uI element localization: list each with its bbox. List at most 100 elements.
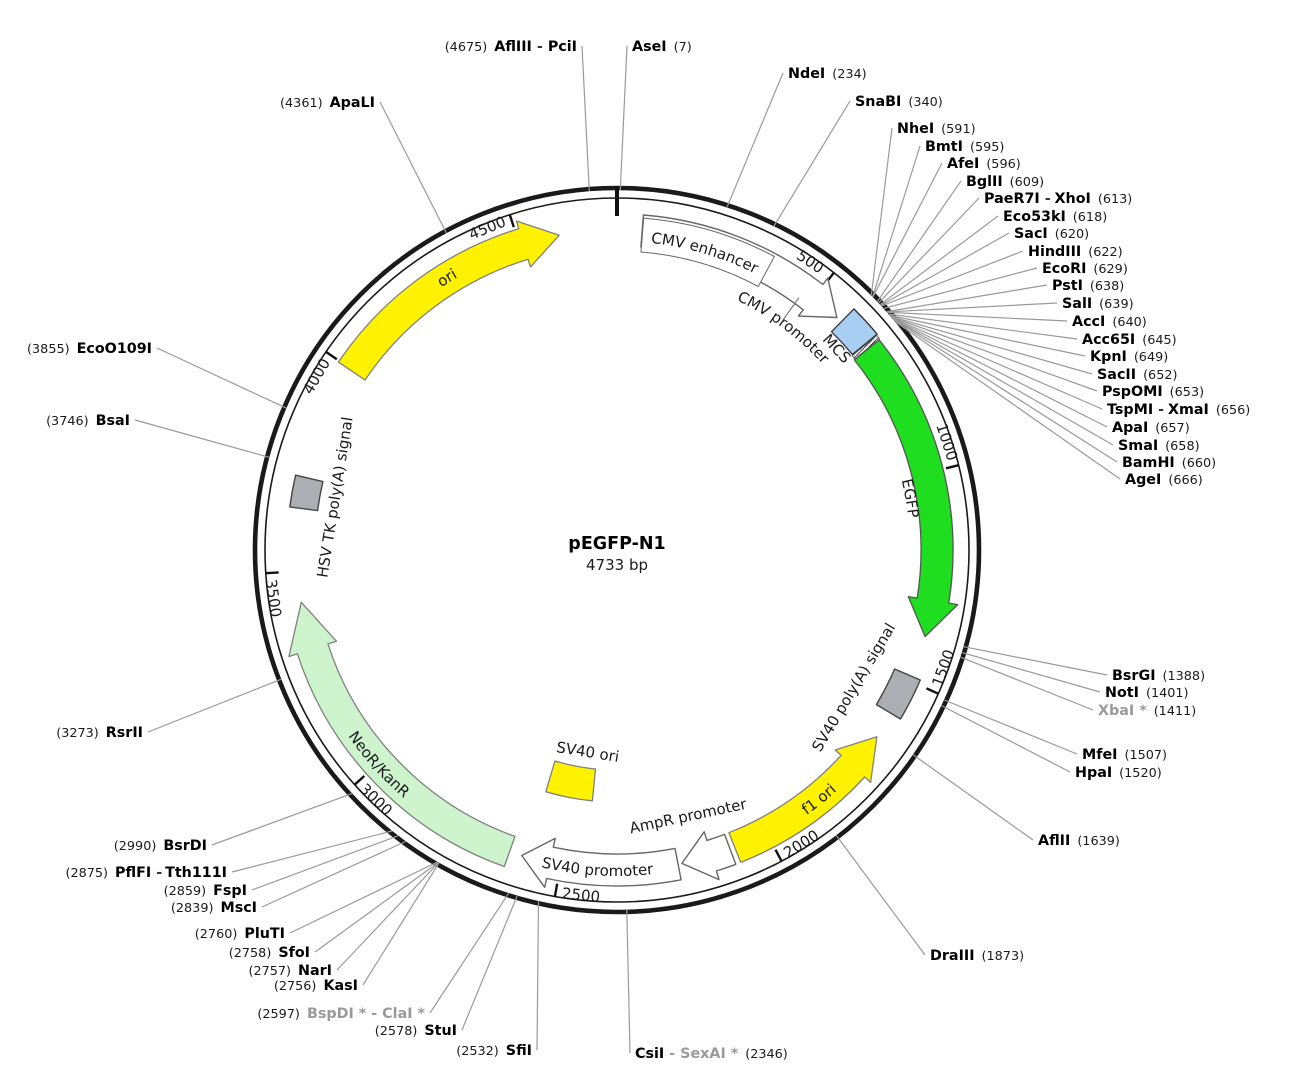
leader-line-bmti — [872, 145, 921, 297]
leader-lines-layer — [134, 45, 1121, 1054]
site-label-apali: (4361) ApaLI — [280, 95, 375, 111]
feature-sv40-polya-signal — [875, 668, 921, 720]
leader-line-pluti — [289, 861, 438, 934]
leader-line-aflii — [912, 754, 1034, 841]
leader-line-eco53ki — [879, 215, 999, 305]
site-label-rsrii: (3273) RsrII — [56, 725, 143, 741]
leader-line-bsrdi — [211, 793, 353, 846]
site-label-acc65i: Acc65I (645) — [1082, 332, 1177, 348]
feature-neor-kanr — [288, 601, 516, 868]
leader-line-paer7i — [878, 197, 980, 304]
tick-mark-3000 — [353, 775, 366, 786]
feature-f1-ori — [728, 736, 878, 864]
leader-line-kpni — [890, 314, 1086, 357]
site-label-sfii: (2532) SfiI — [456, 1043, 532, 1059]
site-label-ndei: NdeI (234) — [788, 66, 867, 82]
leader-line-bsai — [134, 419, 270, 458]
leader-line-hindiii — [881, 250, 1024, 307]
site-label-sfoi: (2758) SfoI — [229, 945, 310, 961]
feature-label-ampr-promoter: AmpR promoter — [628, 795, 749, 838]
leader-line-sacii — [890, 316, 1093, 375]
leader-line-bspdi — [429, 892, 510, 1014]
site-label-kasi: (2756) KasI — [274, 978, 358, 994]
tick-mark-1500 — [926, 687, 939, 695]
leader-line-psti — [886, 284, 1048, 313]
leader-line-apai — [892, 317, 1108, 428]
site-label-noti: NotI (1401) — [1105, 685, 1189, 701]
leader-line-ecori — [883, 267, 1038, 309]
leader-line-tspmi — [892, 317, 1103, 410]
site-label-bsrgi: BsrGI (1388) — [1112, 668, 1205, 684]
site-label-ecoo109i: (3855) EcoO109I — [27, 341, 152, 357]
site-label-pluti: (2760) PluTI — [195, 926, 285, 942]
leader-line-pspomi — [891, 316, 1098, 392]
site-label-msci: (2839) MscI — [171, 900, 257, 916]
leader-line-bamhi — [893, 319, 1118, 463]
site-label-bspdi: (2597) BspDI * - ClaI * — [257, 1006, 425, 1022]
feature-egfp — [853, 339, 959, 638]
plasmid-title: pEGFP-N1 — [568, 534, 665, 554]
site-label-afei: AfeI (596) — [947, 156, 1021, 172]
leader-line-xbai — [960, 656, 1094, 711]
site-label-csii: CsiI - SexAI * (2346) — [635, 1046, 788, 1062]
site-label-hindiii: HindIII (622) — [1028, 244, 1123, 260]
site-label-hpai: HpaI (1520) — [1075, 765, 1162, 781]
site-label-psti: PstI (638) — [1052, 278, 1124, 294]
leader-line-ecoo109i — [156, 347, 287, 409]
tick-label-2500: 2500 — [561, 884, 601, 906]
leader-line-acc65i — [888, 313, 1078, 340]
site-label-fspi: (2859) FspI — [164, 883, 247, 899]
leader-line-snabi — [773, 100, 851, 227]
tick-mark-3500 — [265, 571, 279, 575]
feature-ampr-promoter — [681, 831, 737, 881]
feature-sv40-promoter — [521, 837, 682, 888]
restriction-site-labels-layer: AseI (7) NdeI (234) SnaBI (340) NheI (591) BmtI(… — [27, 39, 1250, 1062]
leader-line-apali — [379, 101, 447, 234]
tick-mark-4500 — [508, 214, 515, 228]
tick-label-3500: 3500 — [262, 578, 285, 618]
site-label-stui: (2578) StuI — [375, 1023, 457, 1039]
site-label-kpni: KpnI (649) — [1090, 349, 1168, 365]
leader-line-noti — [961, 652, 1101, 693]
leader-line-saci — [880, 232, 1010, 306]
feature-hsv-tk-polya-signal — [289, 474, 324, 512]
site-label-bmti: BmtI (595) — [925, 139, 1004, 155]
site-label-xbai: XbaI * (1411) — [1098, 703, 1196, 719]
leader-line-mfei — [944, 699, 1078, 755]
feature-ori — [337, 220, 560, 381]
site-label-bsai: (3746) BsaI — [46, 413, 130, 429]
feature-label-sv40-ori: SV40 ori — [555, 738, 620, 766]
tick-mark-4000 — [325, 350, 338, 361]
leader-line-pflfi — [231, 830, 393, 873]
feature-mcs — [830, 308, 878, 356]
site-label-eco53ki: Eco53kI (618) — [1003, 209, 1107, 225]
leader-line-csii — [626, 909, 631, 1054]
feature-sv40-ori — [545, 760, 597, 802]
feature-label-box-cmv-enhancer — [640, 217, 776, 288]
leader-line-nhei — [870, 127, 893, 296]
site-label-ecori: EcoRI (629) — [1042, 261, 1128, 277]
tick-mark-2000 — [774, 849, 783, 862]
cmv-promoter-pointer — [781, 297, 800, 322]
site-label-tspmi: TspMI - XmaI (656) — [1107, 402, 1250, 418]
site-label-bamhi: BamHI (660) — [1122, 455, 1216, 471]
leader-line-bsrgi — [963, 646, 1108, 676]
site-label-nhei: NheI (591) — [897, 121, 976, 137]
leader-line-bglii — [876, 180, 962, 302]
site-label-sali: SalI (639) — [1062, 296, 1134, 312]
tick-mark-1000 — [945, 464, 959, 470]
site-label-aflii: AflII (1639) — [1038, 833, 1120, 849]
site-label-apai: ApaI (657) — [1112, 420, 1190, 436]
leader-line-rsrii — [147, 678, 282, 733]
site-label-pflfi: (2875) PflFI - Tth111I — [65, 865, 227, 881]
tick-mark-2500 — [553, 883, 559, 897]
site-label-smai: SmaI (658) — [1118, 438, 1200, 454]
site-label-draiii: DraIII (1873) — [930, 948, 1024, 964]
leader-line-draiii — [835, 835, 926, 956]
site-label-saci: SacI (620) — [1014, 226, 1089, 242]
site-label-acci: AccI (640) — [1072, 314, 1147, 330]
site-label-nari: (2757) NarI — [248, 963, 332, 979]
site-label-snabi: SnaBI (340) — [855, 94, 943, 110]
